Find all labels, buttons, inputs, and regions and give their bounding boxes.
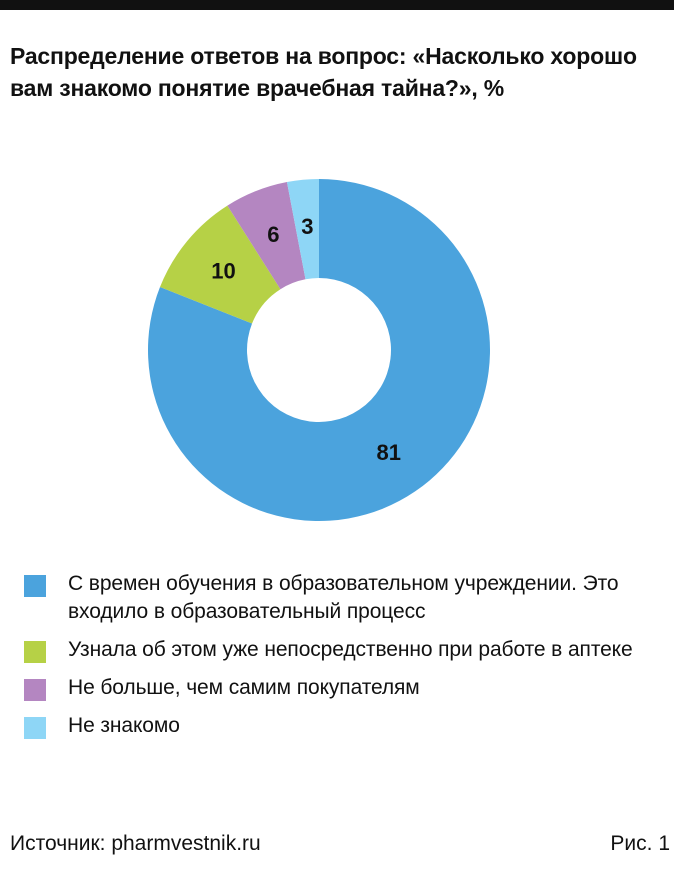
figure-number: Рис. 1 [610, 832, 670, 855]
legend-item-1: С времен обучения в образовательном учре… [24, 570, 664, 626]
legend: С времен обучения в образовательном учре… [24, 570, 664, 750]
legend-label: Узнала об этом уже непосредственно при р… [68, 638, 633, 661]
legend-swatch [24, 641, 46, 663]
slice-value-label-1: 81 [376, 440, 400, 465]
legend-swatch [24, 679, 46, 701]
legend-label: Не больше, чем самим покупателям [68, 676, 420, 699]
donut-slice-1 [147, 179, 491, 521]
legend-label: Не знакомо [68, 714, 180, 737]
donut-chart: 81 10 6 3 [147, 179, 491, 521]
legend-label: С времен обучения в образовательном учре… [68, 572, 619, 623]
slice-value-label-4: 3 [301, 214, 313, 239]
legend-item-3: Не больше, чем самим покупателям [24, 674, 664, 702]
slice-value-label-2: 10 [211, 258, 235, 283]
legend-swatch [24, 575, 46, 597]
donut-slice-3 [227, 182, 306, 290]
donut-slice-4 [286, 179, 319, 280]
legend-swatch [24, 717, 46, 739]
source-note: Источник: pharmvestnik.ru [10, 832, 261, 855]
chart-title: Распределение ответов на вопрос: «Наскол… [10, 43, 637, 101]
legend-item-4: Не знакомо [24, 712, 664, 740]
donut-slice-2 [160, 205, 281, 324]
slice-value-label-3: 6 [267, 222, 279, 247]
top-rule [0, 0, 674, 10]
legend-item-2: Узнала об этом уже непосредственно при р… [24, 636, 664, 664]
donut-slices [147, 179, 491, 521]
slice-labels: 81 10 6 3 [211, 214, 401, 465]
